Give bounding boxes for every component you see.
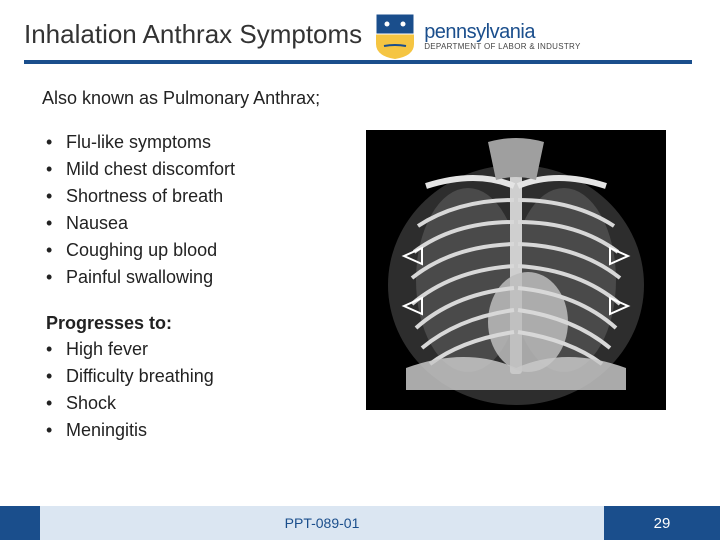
list-item-text: Shortness of breath xyxy=(66,183,223,210)
page-number: 29 xyxy=(604,506,720,540)
list-item-text: Difficulty breathing xyxy=(66,363,214,390)
text-column: Also known as Pulmonary Anthrax; •Flu-li… xyxy=(46,88,346,466)
list-item: •Nausea xyxy=(46,210,346,237)
content-area: Also known as Pulmonary Anthrax; •Flu-li… xyxy=(0,64,720,466)
brand-text: pennsylvania DEPARTMENT OF LABOR & INDUS… xyxy=(424,21,580,52)
list-item: •Mild chest discomfort xyxy=(46,156,346,183)
subtitle: Also known as Pulmonary Anthrax; xyxy=(42,88,346,109)
list-item: •Shock xyxy=(46,390,346,417)
list-item-text: High fever xyxy=(66,336,148,363)
progress-heading: Progresses to: xyxy=(46,313,346,334)
list-item: •Difficulty breathing xyxy=(46,363,346,390)
symptoms-list: •Flu-like symptoms •Mild chest discomfor… xyxy=(46,129,346,291)
slide-title: Inhalation Anthrax Symptoms xyxy=(24,19,362,54)
title-area: Inhalation Anthrax Symptoms pennsylvania… xyxy=(0,0,720,64)
list-item: •Painful swallowing xyxy=(46,264,346,291)
footer-code: PPT-089-01 xyxy=(40,506,604,540)
list-item-text: Mild chest discomfort xyxy=(66,156,235,183)
title-bar: Inhalation Anthrax Symptoms pennsylvania… xyxy=(24,12,720,60)
list-item-text: Shock xyxy=(66,390,116,417)
list-item-text: Flu-like symptoms xyxy=(66,129,211,156)
brand-name: pennsylvania xyxy=(424,21,580,43)
list-item-text: Coughing up blood xyxy=(66,237,217,264)
footer-bar: PPT-089-01 29 xyxy=(0,506,720,540)
list-item: •Coughing up blood xyxy=(46,237,346,264)
list-item-text: Meningitis xyxy=(66,417,147,444)
footer-spacer-left xyxy=(0,506,40,540)
brand-logo: pennsylvania DEPARTMENT OF LABOR & INDUS… xyxy=(374,12,580,60)
brand-department: DEPARTMENT OF LABOR & INDUSTRY xyxy=(424,43,580,52)
progress-list: •High fever •Difficulty breathing •Shock… xyxy=(46,336,346,444)
xray-image xyxy=(366,130,666,410)
list-item: •Shortness of breath xyxy=(46,183,346,210)
list-item: •High fever xyxy=(46,336,346,363)
list-item: •Flu-like symptoms xyxy=(46,129,346,156)
shield-icon xyxy=(374,12,416,60)
list-item: •Meningitis xyxy=(46,417,346,444)
list-item-text: Nausea xyxy=(66,210,128,237)
list-item-text: Painful swallowing xyxy=(66,264,213,291)
